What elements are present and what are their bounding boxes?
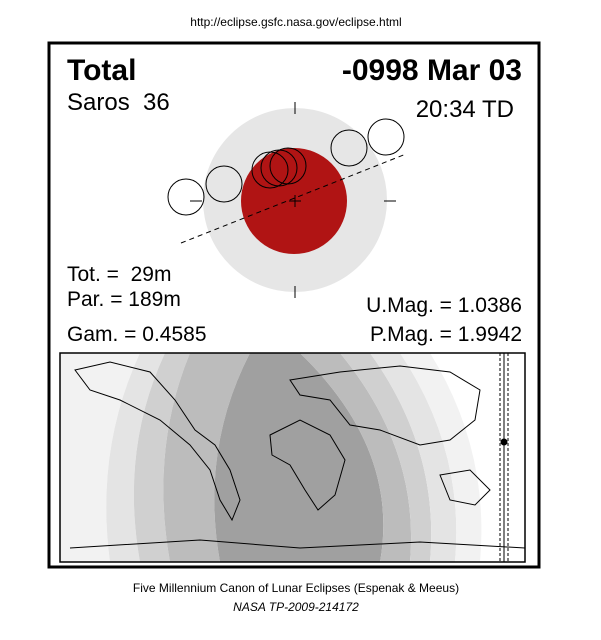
eclipse-diagram xyxy=(167,102,407,298)
visibility-map xyxy=(59,352,526,563)
umbral-magnitude: U.Mag. = 1.0386 xyxy=(366,294,522,317)
totality: Tot. = 29m xyxy=(67,263,171,286)
nasa-reference: NASA TP-2009-214172 xyxy=(233,600,359,614)
partiality: Par. = 189m xyxy=(67,288,181,311)
url: http://eclipse.gsfc.nasa.gov/eclipse.htm… xyxy=(190,15,401,29)
saros: Saros 36 xyxy=(67,89,170,116)
eclipse-type: Total xyxy=(67,54,136,87)
time: 20:34 TD xyxy=(416,96,514,123)
gamma: Gam. = 0.4585 xyxy=(67,323,207,346)
eclipse-date: -0998 Mar 03 xyxy=(342,54,522,87)
canon-credit: Five Millennium Canon of Lunar Eclipses … xyxy=(133,581,459,595)
penumbral-magnitude: P.Mag. = 1.9942 xyxy=(370,323,522,346)
